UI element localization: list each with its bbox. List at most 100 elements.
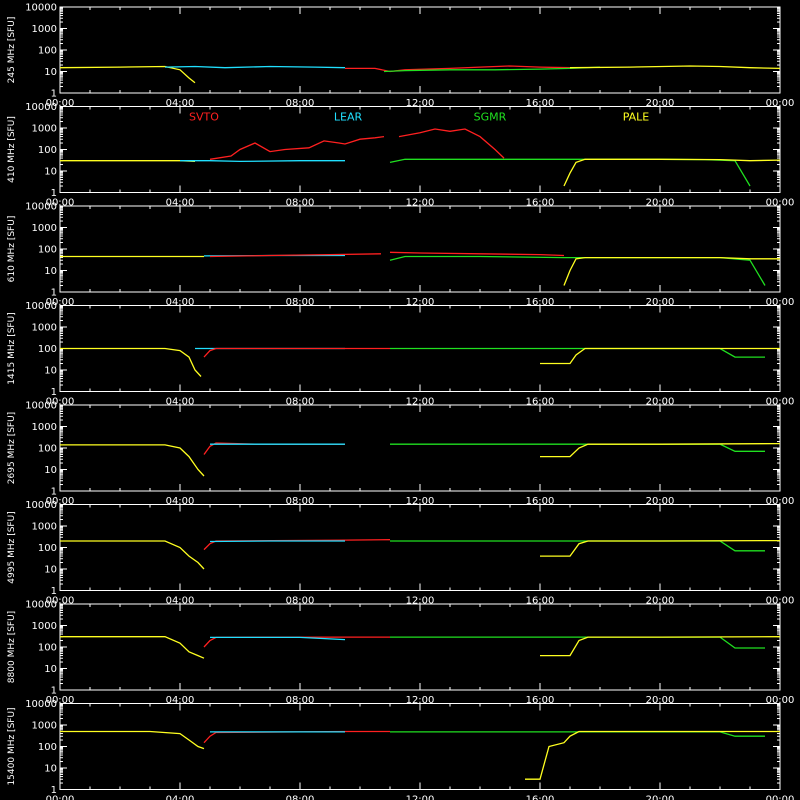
x-tick-label: 12:00 bbox=[406, 596, 435, 607]
y-tick-label: 10 bbox=[44, 67, 57, 78]
y-tick-label: 100 bbox=[38, 145, 57, 156]
legend-entry-svto: SVTO bbox=[189, 111, 219, 124]
x-tick-label: 12:00 bbox=[406, 795, 435, 800]
x-tick-label: 16:00 bbox=[526, 297, 555, 308]
series-sgmr-line bbox=[383, 66, 601, 73]
x-tick-label: 08:00 bbox=[286, 795, 315, 800]
x-tick-label: 20:00 bbox=[646, 695, 675, 706]
panel-7: 1 10 100 1000 10000 15400 MHz [SFU] 00:00 04:00… bbox=[7, 699, 794, 800]
x-tick-label: 12:00 bbox=[406, 397, 435, 408]
x-tick-label: 20:00 bbox=[646, 596, 675, 607]
panel-4: 1 10 100 1000 10000 2695 MHz [SFU] 00:00 04:00 0… bbox=[7, 401, 794, 508]
panel-5: 1 10 100 1000 10000 4995 MHz [SFU] 00:00 04:00 0… bbox=[7, 500, 794, 607]
y-tick-label: 1 bbox=[51, 288, 57, 299]
x-tick-label: 00:00 bbox=[46, 98, 75, 109]
series-pale-line bbox=[60, 540, 205, 570]
x-tick-label: 12:00 bbox=[406, 98, 435, 109]
y-tick-label: 10 bbox=[44, 664, 57, 675]
plot-frame bbox=[59, 703, 781, 790]
series-sgmr-line bbox=[389, 255, 766, 286]
series-pale-line bbox=[569, 65, 781, 70]
panel-2: 1 10 100 1000 10000 610 MHz [SFU] 00:00 04:00 08… bbox=[7, 202, 794, 309]
series-pale-line bbox=[59, 65, 196, 84]
x-tick-label: 00:00 bbox=[46, 397, 75, 408]
y-tick-label: 10 bbox=[44, 764, 57, 775]
y-tick-label: 1 bbox=[51, 487, 57, 498]
x-tick-label: 00:00 bbox=[766, 695, 795, 706]
series-svto-line bbox=[203, 636, 390, 648]
x-tick-label: 00:00 bbox=[766, 198, 795, 209]
x-tick-label: 00:00 bbox=[46, 198, 75, 209]
y-tick-label: 10 bbox=[44, 167, 57, 178]
x-tick-label: 00:00 bbox=[766, 98, 795, 109]
y-tick-label: 1000 bbox=[32, 422, 57, 433]
x-tick-label: 20:00 bbox=[646, 297, 675, 308]
x-tick-label: 16:00 bbox=[526, 695, 555, 706]
y-tick-label: 10000 bbox=[25, 699, 57, 710]
plot-frame bbox=[59, 504, 781, 591]
x-tick-label: 00:00 bbox=[766, 596, 795, 607]
series-svto-line bbox=[398, 128, 505, 159]
y-tick-label: 10000 bbox=[25, 102, 57, 113]
y-tick-label: 1000 bbox=[32, 522, 57, 533]
y-tick-label: 10000 bbox=[25, 202, 57, 213]
x-tick-label: 16:00 bbox=[526, 795, 555, 800]
panel-3: 1 10 100 1000 10000 1415 MHz [SFU] 00:00 04:00 0… bbox=[7, 301, 794, 408]
series-svto-line bbox=[345, 65, 571, 73]
y-tick-label: 1000 bbox=[32, 323, 57, 334]
series-lear-line bbox=[209, 540, 345, 543]
y-axis-label: 1415 MHz [SFU] bbox=[7, 312, 17, 384]
y-tick-label: 10000 bbox=[25, 3, 57, 14]
y-tick-label: 1000 bbox=[32, 24, 57, 35]
plot-frame bbox=[59, 603, 781, 691]
x-tick-label: 04:00 bbox=[166, 795, 195, 800]
series-pale-line bbox=[540, 636, 781, 657]
x-tick-label: 04:00 bbox=[166, 397, 195, 408]
series-lear-line bbox=[210, 636, 346, 641]
x-tick-label: 16:00 bbox=[526, 496, 555, 507]
y-axis-label: 410 MHz [SFU] bbox=[7, 116, 17, 183]
x-tick-label: 00:00 bbox=[46, 795, 75, 800]
x-tick-label: 04:00 bbox=[166, 496, 195, 507]
series-pale-line bbox=[540, 442, 781, 458]
y-tick-label: 10 bbox=[44, 465, 57, 476]
x-tick-label: 12:00 bbox=[406, 198, 435, 209]
y-tick-label: 1 bbox=[51, 686, 57, 697]
x-tick-label: 20:00 bbox=[646, 795, 675, 800]
y-tick-label: 100 bbox=[38, 444, 57, 455]
series-pale-line bbox=[540, 347, 780, 365]
series-pale-line bbox=[60, 730, 205, 750]
series-pale-line bbox=[540, 539, 781, 557]
x-tick-label: 20:00 bbox=[646, 198, 675, 209]
x-tick-label: 16:00 bbox=[526, 98, 555, 109]
legend-entry-lear: LEAR bbox=[334, 111, 363, 124]
series-sgmr-line bbox=[390, 347, 765, 358]
y-axis-label: 610 MHz [SFU] bbox=[7, 216, 17, 283]
x-tick-label: 00:00 bbox=[766, 496, 795, 507]
x-tick-label: 04:00 bbox=[166, 596, 195, 607]
y-tick-label: 1000 bbox=[32, 124, 57, 135]
plot-frame bbox=[59, 205, 781, 293]
x-tick-label: 08:00 bbox=[286, 198, 315, 209]
x-tick-label: 04:00 bbox=[166, 198, 195, 209]
x-tick-label: 20:00 bbox=[646, 98, 675, 109]
x-tick-label: 08:00 bbox=[286, 397, 315, 408]
x-tick-label: 12:00 bbox=[406, 695, 435, 706]
y-tick-label: 100 bbox=[38, 643, 57, 654]
x-tick-label: 04:00 bbox=[166, 297, 195, 308]
x-tick-label: 00:00 bbox=[46, 695, 75, 706]
y-axis-label: 15400 MHz [SFU] bbox=[7, 707, 17, 785]
x-tick-label: 16:00 bbox=[526, 198, 555, 209]
series-pale-line bbox=[525, 730, 780, 780]
y-tick-label: 100 bbox=[38, 46, 57, 57]
series-pale-line bbox=[60, 444, 205, 477]
panel-6: 1 10 100 1000 10000 8800 MHz [SFU] 00:00 04:00 0… bbox=[7, 600, 794, 707]
plot-frame bbox=[59, 6, 781, 94]
series-svto-line bbox=[209, 253, 382, 258]
series-svto-line bbox=[389, 251, 565, 257]
series-svto-line bbox=[203, 347, 390, 358]
x-tick-label: 08:00 bbox=[286, 496, 315, 507]
y-axis-label: 8800 MHz [SFU] bbox=[7, 611, 17, 683]
series-pale-line bbox=[60, 636, 205, 659]
